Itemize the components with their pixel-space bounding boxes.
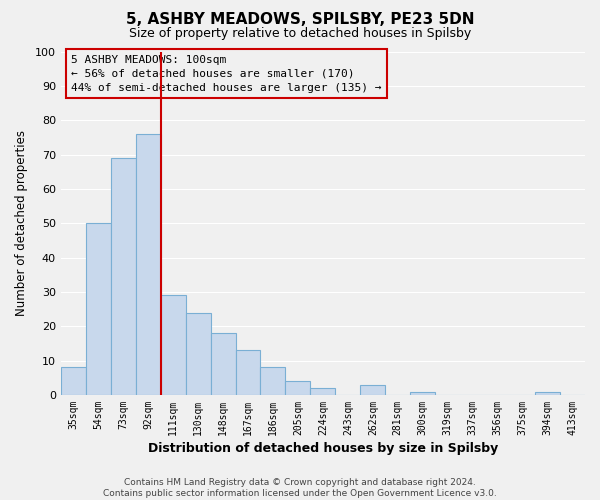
Bar bbox=[61, 368, 86, 395]
X-axis label: Distribution of detached houses by size in Spilsby: Distribution of detached houses by size … bbox=[148, 442, 498, 455]
Bar bbox=[286, 381, 310, 395]
Bar bbox=[361, 384, 385, 395]
Bar bbox=[136, 134, 161, 395]
Bar bbox=[211, 333, 236, 395]
Bar bbox=[86, 223, 111, 395]
Bar bbox=[161, 296, 185, 395]
Bar bbox=[410, 392, 435, 395]
Y-axis label: Number of detached properties: Number of detached properties bbox=[15, 130, 28, 316]
Bar bbox=[185, 312, 211, 395]
Bar bbox=[310, 388, 335, 395]
Text: 5 ASHBY MEADOWS: 100sqm
← 56% of detached houses are smaller (170)
44% of semi-d: 5 ASHBY MEADOWS: 100sqm ← 56% of detache… bbox=[71, 55, 382, 93]
Text: Size of property relative to detached houses in Spilsby: Size of property relative to detached ho… bbox=[129, 28, 471, 40]
Bar bbox=[236, 350, 260, 395]
Bar bbox=[535, 392, 560, 395]
Bar bbox=[111, 158, 136, 395]
Bar bbox=[260, 368, 286, 395]
Text: 5, ASHBY MEADOWS, SPILSBY, PE23 5DN: 5, ASHBY MEADOWS, SPILSBY, PE23 5DN bbox=[126, 12, 474, 28]
Text: Contains HM Land Registry data © Crown copyright and database right 2024.
Contai: Contains HM Land Registry data © Crown c… bbox=[103, 478, 497, 498]
